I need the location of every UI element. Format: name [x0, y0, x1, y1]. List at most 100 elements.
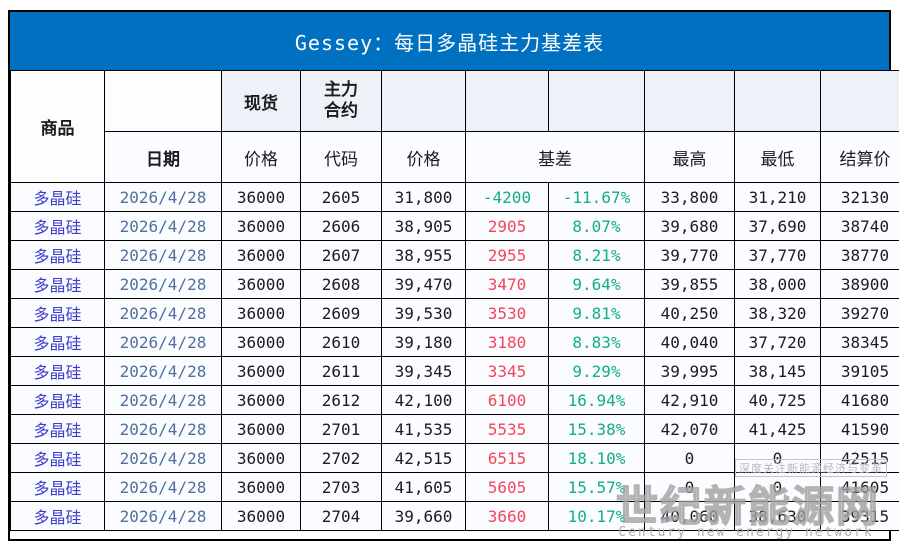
cell-date: 2026/4/28	[104, 443, 222, 473]
cell-price: 39,345	[381, 356, 466, 386]
cell-code: 2610	[300, 327, 382, 357]
cell-low: 37,690	[734, 211, 821, 241]
cell-basis_pct: 8.83%	[548, 327, 645, 357]
cell-high: 39,680	[644, 211, 735, 241]
cell-commodity: 多晶硅	[10, 501, 105, 531]
cell-price: 31,800	[381, 182, 466, 212]
cell-basis_pct: 16.94%	[548, 385, 645, 415]
cell-basis_pct: 15.38%	[548, 414, 645, 444]
cell-commodity: 多晶硅	[10, 385, 105, 415]
table-row: 多晶硅 2026/4/28 36000 2701 41,535 5535 15.38% 42,…	[10, 414, 899, 444]
header-ghost-cell	[465, 70, 549, 132]
cell-high: 40,250	[644, 298, 735, 328]
cell-basis_pct: 18.10%	[548, 443, 645, 473]
cell-spot: 36000	[221, 385, 301, 415]
cell-spot: 36000	[221, 298, 301, 328]
table-row: 多晶硅 2026/4/28 36000 2607 38,955 2955 8.21% 39,7…	[10, 240, 899, 270]
table-title: Gessey：每日多晶硅主力基差表	[10, 12, 889, 70]
cell-commodity: 多晶硅	[10, 443, 105, 473]
header-main-contract: 主力 合约	[300, 70, 382, 132]
cell-date: 2026/4/28	[104, 414, 222, 444]
header-price: 价格	[381, 131, 466, 183]
cell-low: 38,145	[734, 356, 821, 386]
cell-low: 0	[734, 443, 821, 473]
cell-code: 2605	[300, 182, 382, 212]
cell-basis_pct: 9.29%	[548, 356, 645, 386]
cell-high: 39,995	[644, 356, 735, 386]
cell-price: 39,660	[381, 501, 466, 531]
cell-high: 39,770	[644, 240, 735, 270]
cell-code: 2702	[300, 443, 382, 473]
cell-commodity: 多晶硅	[10, 356, 105, 386]
cell-basis_pct: 10.17%	[548, 501, 645, 531]
table-row: 多晶硅 2026/4/28 36000 2704 39,660 3660 10.17% 40,…	[10, 501, 899, 531]
cell-date: 2026/4/28	[104, 240, 222, 270]
cell-basis: 6100	[465, 385, 549, 415]
cell-price: 38,955	[381, 240, 466, 270]
cell-code: 2608	[300, 269, 382, 299]
cell-spot: 36000	[221, 443, 301, 473]
header-low: 最低	[734, 131, 821, 183]
cell-settle: 39315	[820, 501, 899, 531]
cell-settle: 38740	[820, 211, 899, 241]
cell-settle: 41590	[820, 414, 899, 444]
cell-date: 2026/4/28	[104, 327, 222, 357]
cell-commodity: 多晶硅	[10, 240, 105, 270]
cell-low: 37,720	[734, 327, 821, 357]
cell-code: 2607	[300, 240, 382, 270]
cell-code: 2609	[300, 298, 382, 328]
cell-price: 39,470	[381, 269, 466, 299]
cell-date: 2026/4/28	[104, 501, 222, 531]
cell-commodity: 多晶硅	[10, 211, 105, 241]
cell-low: 40,725	[734, 385, 821, 415]
table-row: 多晶硅 2026/4/28 36000 2702 42,515 6515 18.10% 0 0 4…	[10, 443, 899, 473]
cell-price: 42,100	[381, 385, 466, 415]
header-settlement: 结算价	[820, 131, 899, 183]
cell-basis_pct: 8.21%	[548, 240, 645, 270]
cell-spot: 36000	[221, 269, 301, 299]
cell-basis_pct: 8.07%	[548, 211, 645, 241]
cell-basis: 2905	[465, 211, 549, 241]
cell-low: 41,425	[734, 414, 821, 444]
cell-code: 2612	[300, 385, 382, 415]
cell-low: 38,630	[734, 501, 821, 531]
cell-basis: 5535	[465, 414, 549, 444]
cell-settle: 42515	[820, 443, 899, 473]
cell-high: 40,060	[644, 501, 735, 531]
header-main-contract-line1: 主力	[324, 79, 358, 100]
cell-price: 39,530	[381, 298, 466, 328]
cell-commodity: 多晶硅	[10, 472, 105, 502]
header-basis: 基差	[465, 131, 645, 183]
cell-basis: 6515	[465, 443, 549, 473]
cell-price: 41,605	[381, 472, 466, 502]
cell-settle: 39105	[820, 356, 899, 386]
header-high: 最高	[644, 131, 735, 183]
cell-basis_pct: 15.57%	[548, 472, 645, 502]
cell-code: 2704	[300, 501, 382, 531]
cell-basis: 3180	[465, 327, 549, 357]
header-empty-cell	[104, 70, 222, 132]
cell-date: 2026/4/28	[104, 385, 222, 415]
cell-high: 0	[644, 472, 735, 502]
cell-spot: 36000	[221, 414, 301, 444]
table-body: 多晶硅 2026/4/28 36000 2605 31,800 -4200 -11.67% 3…	[10, 182, 899, 531]
cell-basis: 3345	[465, 356, 549, 386]
cell-basis: 2955	[465, 240, 549, 270]
cell-low: 0	[734, 472, 821, 502]
cell-high: 39,855	[644, 269, 735, 299]
header-ghost-cell	[548, 70, 645, 132]
cell-code: 2611	[300, 356, 382, 386]
cell-settle: 39270	[820, 298, 899, 328]
header-ghost-cell	[644, 70, 735, 132]
cell-date: 2026/4/28	[104, 269, 222, 299]
cell-basis_pct: 9.81%	[548, 298, 645, 328]
cell-price: 42,515	[381, 443, 466, 473]
cell-date: 2026/4/28	[104, 211, 222, 241]
basis-table: Gessey：每日多晶硅主力基差表 商品 现货 主力 合约	[8, 10, 899, 541]
cell-spot: 36000	[221, 501, 301, 531]
header-spot-price: 价格	[221, 131, 301, 183]
header-main-contract-line2: 合约	[324, 101, 358, 121]
header-spot: 现货	[221, 70, 301, 132]
header-ghost-cell	[820, 70, 899, 132]
header-code: 代码	[300, 131, 382, 183]
